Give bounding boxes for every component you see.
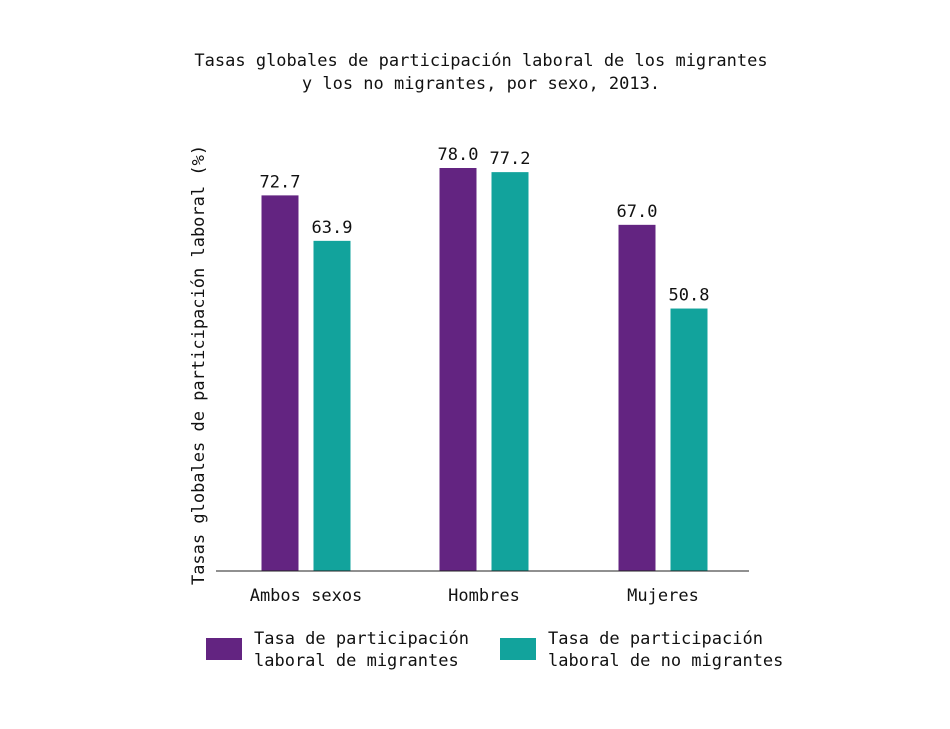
legend-label-no-migrantes: Tasa de participación laboral de no migr… xyxy=(548,628,788,672)
legend-swatch-migrantes xyxy=(206,638,242,660)
chart-title-line-2: y los no migrantes, por sexo, 2013. xyxy=(302,74,660,94)
legend-item-migrantes: Tasa de participación laboral de migrant… xyxy=(206,628,494,672)
data-label: 63.9 xyxy=(312,218,353,238)
legend-label-line-2: laboral de no migrantes xyxy=(548,651,784,671)
chart-title-line-1: Tasas globales de participación laboral … xyxy=(194,51,767,71)
bar-migrantes-0 xyxy=(261,195,299,571)
legend-label-migrantes: Tasa de participación laboral de migrant… xyxy=(254,628,494,672)
data-label: 78.0 xyxy=(438,145,479,165)
bar-migrantes-2 xyxy=(618,224,656,572)
bars-layer: 72.7 63.9 Ambos sexos 78.0 77.2 Hombres 67.0 50… xyxy=(250,145,710,606)
legend-item-no-migrantes: Tasa de participación laboral de no migr… xyxy=(500,628,788,672)
x-tick-label: Mujeres xyxy=(627,586,699,606)
x-tick-label: Hombres xyxy=(448,586,520,606)
data-label: 72.7 xyxy=(260,172,301,192)
bar-no-migrantes-0 xyxy=(313,240,351,571)
bar-migrantes-1 xyxy=(439,168,477,571)
data-label: 50.8 xyxy=(669,286,710,306)
legend-label-line-1: Tasa de participación xyxy=(254,629,469,649)
bar-no-migrantes-1 xyxy=(491,172,529,571)
x-tick-label: Ambos sexos xyxy=(250,586,363,606)
legend-swatch-no-migrantes xyxy=(500,638,536,660)
y-axis-label: Tasas globales de participación laboral … xyxy=(189,145,209,585)
data-label: 67.0 xyxy=(617,202,658,222)
legend-label-line-2: laboral de migrantes xyxy=(254,651,459,671)
data-label: 77.2 xyxy=(490,149,531,169)
legend-label-line-1: Tasa de participación xyxy=(548,629,763,649)
bar-no-migrantes-2 xyxy=(670,308,708,571)
